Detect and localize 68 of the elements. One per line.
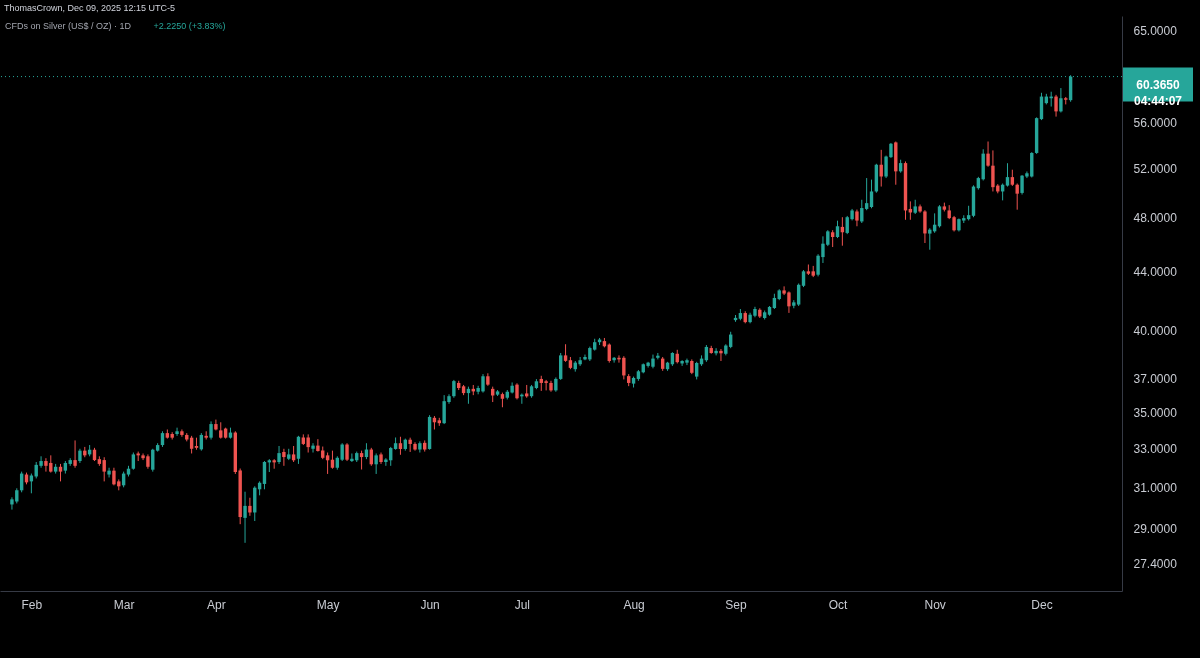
candlestick [796, 283, 801, 307]
y-tick-label: 27.4000 [1133, 556, 1178, 571]
y-tick-label: 52.0000 [1133, 162, 1178, 177]
y-tick-label: 56.0000 [1133, 116, 1178, 131]
text: +2.2250 (+3.83%) [153, 21, 226, 31]
candlestick [869, 179, 874, 209]
y-tick-label: 40.0000 [1133, 323, 1178, 338]
candlestick [248, 497, 252, 517]
candlestick [418, 440, 422, 454]
candlestick [398, 436, 403, 456]
candlestick [923, 209, 927, 244]
x-tick-label: Nov [924, 597, 946, 612]
candlestick [559, 352, 563, 381]
candlestick [937, 204, 942, 229]
candlestick [350, 452, 354, 463]
candlestick [928, 227, 932, 251]
candlestick [277, 445, 281, 465]
y-tick-label: 48.0000 [1133, 211, 1178, 226]
candlestick [879, 149, 883, 188]
x-tick-label: Feb [21, 597, 43, 612]
candlestick [1054, 94, 1058, 118]
candlestick [214, 419, 218, 431]
candlestick [306, 433, 310, 454]
candlestick [359, 450, 364, 470]
candlestick [714, 347, 718, 356]
x-tick-label: May [316, 597, 340, 612]
text: ThomasCrown, Dec 09, 2025 12:15 UTC-5 [4, 3, 176, 13]
x-tick-label: Jun [420, 597, 440, 612]
candlestick [991, 149, 995, 192]
candlestick [243, 491, 247, 544]
candlestick [44, 457, 48, 473]
candlestick [1015, 183, 1019, 211]
x-tick-label: Jul [514, 597, 531, 612]
candlestick [102, 456, 106, 482]
candlestick [510, 381, 514, 394]
x-tick-label: Sep [725, 597, 748, 612]
candlestick [311, 442, 315, 454]
y-tick-label: 65.0000 [1133, 24, 1178, 39]
candlestick [73, 439, 77, 469]
candlestick [1059, 87, 1063, 113]
y-tick-label: 31.0000 [1133, 480, 1178, 495]
y-tick-label: 29.0000 [1133, 521, 1178, 536]
y-tick-label: 35.0000 [1133, 406, 1178, 421]
candlestick [384, 457, 388, 467]
candlestick [612, 356, 616, 364]
candlestick [884, 155, 888, 179]
candlestick [719, 348, 723, 362]
x-tick-label: Oct [828, 597, 849, 612]
ref-line-label: 60.3650 04:44:07 [1133, 77, 1183, 108]
y-tick-label: 44.0000 [1133, 264, 1178, 279]
candlestick [864, 177, 869, 211]
candlestick [1005, 162, 1010, 188]
text: CFDs on Silver (US$ / OZ) · 1D [5, 21, 132, 31]
candlestick [209, 420, 213, 441]
y-tick-label: 33.0000 [1133, 442, 1178, 457]
x-tick-label: Apr [207, 597, 226, 612]
candlestick [986, 141, 990, 168]
x-tick-label: Dec [1031, 597, 1053, 612]
x-tick-label: Aug [623, 597, 645, 612]
candlestick [282, 448, 286, 467]
candlestick [107, 467, 111, 478]
y-tick-label: 37.0000 [1133, 371, 1178, 386]
candlestick [180, 428, 184, 438]
candlestick [374, 452, 378, 475]
candlestick [544, 379, 548, 391]
candlestick [578, 356, 582, 367]
x-tick-label: Mar [113, 597, 135, 612]
candlestick [175, 427, 179, 437]
